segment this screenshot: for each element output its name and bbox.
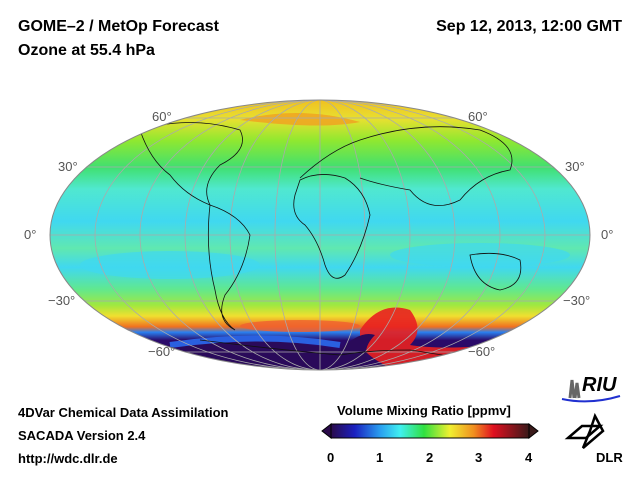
colorbar-tick-3: 3 (475, 450, 483, 465)
dlr-logo (564, 412, 605, 449)
lat-label-30s-right: −30° (563, 293, 591, 308)
dlr-logo-text: DLR (596, 450, 623, 465)
footer-assimilation: 4DVar Chemical Data Assimilation (18, 405, 229, 420)
lat-label-eq-left: 0° (24, 227, 37, 242)
lat-label-60n-right: 60° (468, 109, 488, 124)
colorbar-tick-0: 0 (327, 450, 335, 465)
lat-label-60n-left: 60° (152, 109, 172, 124)
forecast-datetime: Sep 12, 2013, 12:00 GMT (436, 18, 622, 35)
riu-logo (561, 379, 621, 403)
footer-version: SACADA Version 2.4 (18, 428, 146, 443)
lat-label-30n-left: 30° (58, 159, 78, 174)
lat-label-60s-left: −60° (148, 344, 176, 359)
lat-label-eq-right: 0° (601, 227, 614, 242)
coastlines (139, 122, 522, 361)
colorbar (321, 422, 539, 440)
map-subtitle: Ozone at 55.4 hPa (18, 42, 155, 59)
map-title: GOME–2 / MetOp Forecast (18, 18, 219, 35)
colorbar-tick-1: 1 (376, 450, 384, 465)
map-border (49, 99, 591, 371)
lat-label-30n-right: 30° (565, 159, 585, 174)
footer-url[interactable]: http://wdc.dlr.de (18, 451, 118, 466)
colorbar-tick-4: 4 (525, 450, 533, 465)
riu-logo-text: RIU (582, 374, 617, 396)
lat-label-60s-right: −60° (468, 344, 496, 359)
lat-label-30s-left: −30° (48, 293, 76, 308)
colorbar-title: Volume Mixing Ratio [ppmv] (337, 403, 511, 418)
colorbar-tick-2: 2 (426, 450, 434, 465)
